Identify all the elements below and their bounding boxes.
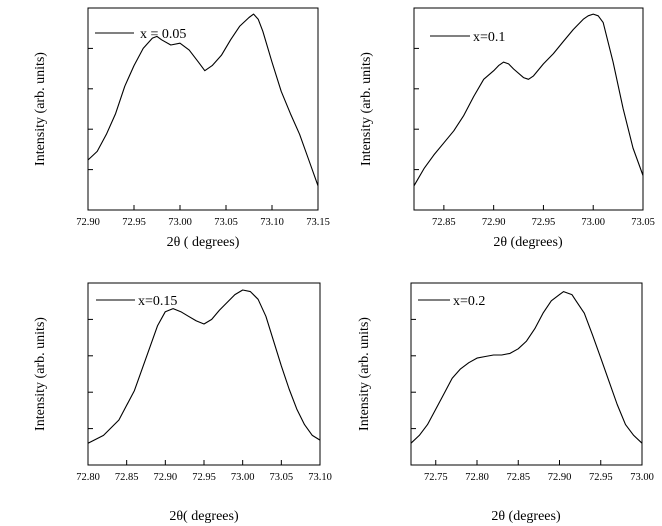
legend-label: x=0.1 bbox=[473, 30, 505, 45]
x-axis-label: 2θ (degrees) bbox=[493, 235, 563, 250]
panel-1: 72.90 72.95 73.00 73.05 73.10 73.15 x = 0.05 … bbox=[33, 7, 330, 250]
x-axis-label: 2θ ( degrees) bbox=[167, 235, 240, 250]
x-tick-label: 73.00 bbox=[231, 472, 255, 483]
plot-frame bbox=[87, 282, 321, 466]
data-curve bbox=[87, 13, 319, 186]
legend-label: x=0.2 bbox=[453, 294, 485, 309]
plot-frame bbox=[410, 282, 643, 466]
y-axis-label: Intensity (arb. units) bbox=[359, 52, 374, 166]
panel-3: 72.80 72.85 72.90 72.95 73.00 73.05 73.10 x=0.… bbox=[33, 282, 332, 524]
y-axis-label: Intensity (arb. units) bbox=[357, 317, 372, 431]
x-tick-label: 72.80 bbox=[76, 472, 100, 483]
x-tick-label: 72.90 bbox=[76, 217, 100, 228]
data-curve bbox=[87, 289, 321, 444]
x-tick-label: 73.15 bbox=[306, 217, 330, 228]
x-tick-label: 73.05 bbox=[214, 217, 238, 228]
plot-frame bbox=[87, 7, 319, 211]
x-tick-label: 72.75 bbox=[424, 472, 448, 483]
x-tick-label: 72.90 bbox=[154, 472, 178, 483]
x-tick-label: 73.05 bbox=[270, 472, 294, 483]
x-ticks: 72.90 72.95 73.00 73.05 73.10 73.15 bbox=[76, 47, 330, 228]
x-ticks: 72.85 72.90 72.95 73.00 73.05 bbox=[414, 47, 655, 228]
x-axis-label: 2θ (degrees) bbox=[491, 509, 561, 524]
x-tick-label: 72.95 bbox=[589, 472, 613, 483]
data-curve bbox=[410, 291, 643, 444]
x-tick-label: 72.90 bbox=[482, 217, 506, 228]
x-tick-label: 73.05 bbox=[631, 217, 655, 228]
x-tick-label: 72.95 bbox=[532, 217, 556, 228]
x-tick-label: 73.00 bbox=[581, 217, 605, 228]
data-curve bbox=[413, 13, 644, 187]
x-tick-label: 72.85 bbox=[115, 472, 139, 483]
x-tick-label: 73.10 bbox=[260, 217, 284, 228]
panel-2: 72.85 72.90 72.95 73.00 73.05 x=0.1 2θ (degr… bbox=[359, 7, 655, 250]
y-axis-label: Intensity (arb. units) bbox=[33, 52, 48, 166]
legend-label: x = 0.05 bbox=[140, 27, 186, 42]
x-tick-label: 72.85 bbox=[506, 472, 530, 483]
panel-4: 72.75 72.80 72.85 72.90 72.95 73.00 x=0.2 2θ … bbox=[357, 282, 654, 524]
plot-frame bbox=[413, 7, 644, 211]
legend-label: x=0.15 bbox=[138, 294, 177, 309]
x-tick-label: 72.80 bbox=[465, 472, 489, 483]
x-tick-label: 72.90 bbox=[548, 472, 572, 483]
x-tick-label: 72.95 bbox=[192, 472, 216, 483]
x-tick-label: 73.10 bbox=[308, 472, 332, 483]
x-ticks: 72.80 72.85 72.90 72.95 73.00 73.05 73.10 bbox=[76, 318, 332, 483]
x-tick-label: 73.00 bbox=[630, 472, 654, 483]
x-tick-label: 72.95 bbox=[122, 217, 146, 228]
x-tick-label: 72.85 bbox=[432, 217, 456, 228]
x-ticks: 72.75 72.80 72.85 72.90 72.95 73.00 bbox=[411, 318, 654, 483]
x-tick-label: 73.00 bbox=[168, 217, 192, 228]
x-axis-label: 2θ( degrees) bbox=[169, 509, 239, 524]
y-axis-label: Intensity (arb. units) bbox=[33, 317, 48, 431]
